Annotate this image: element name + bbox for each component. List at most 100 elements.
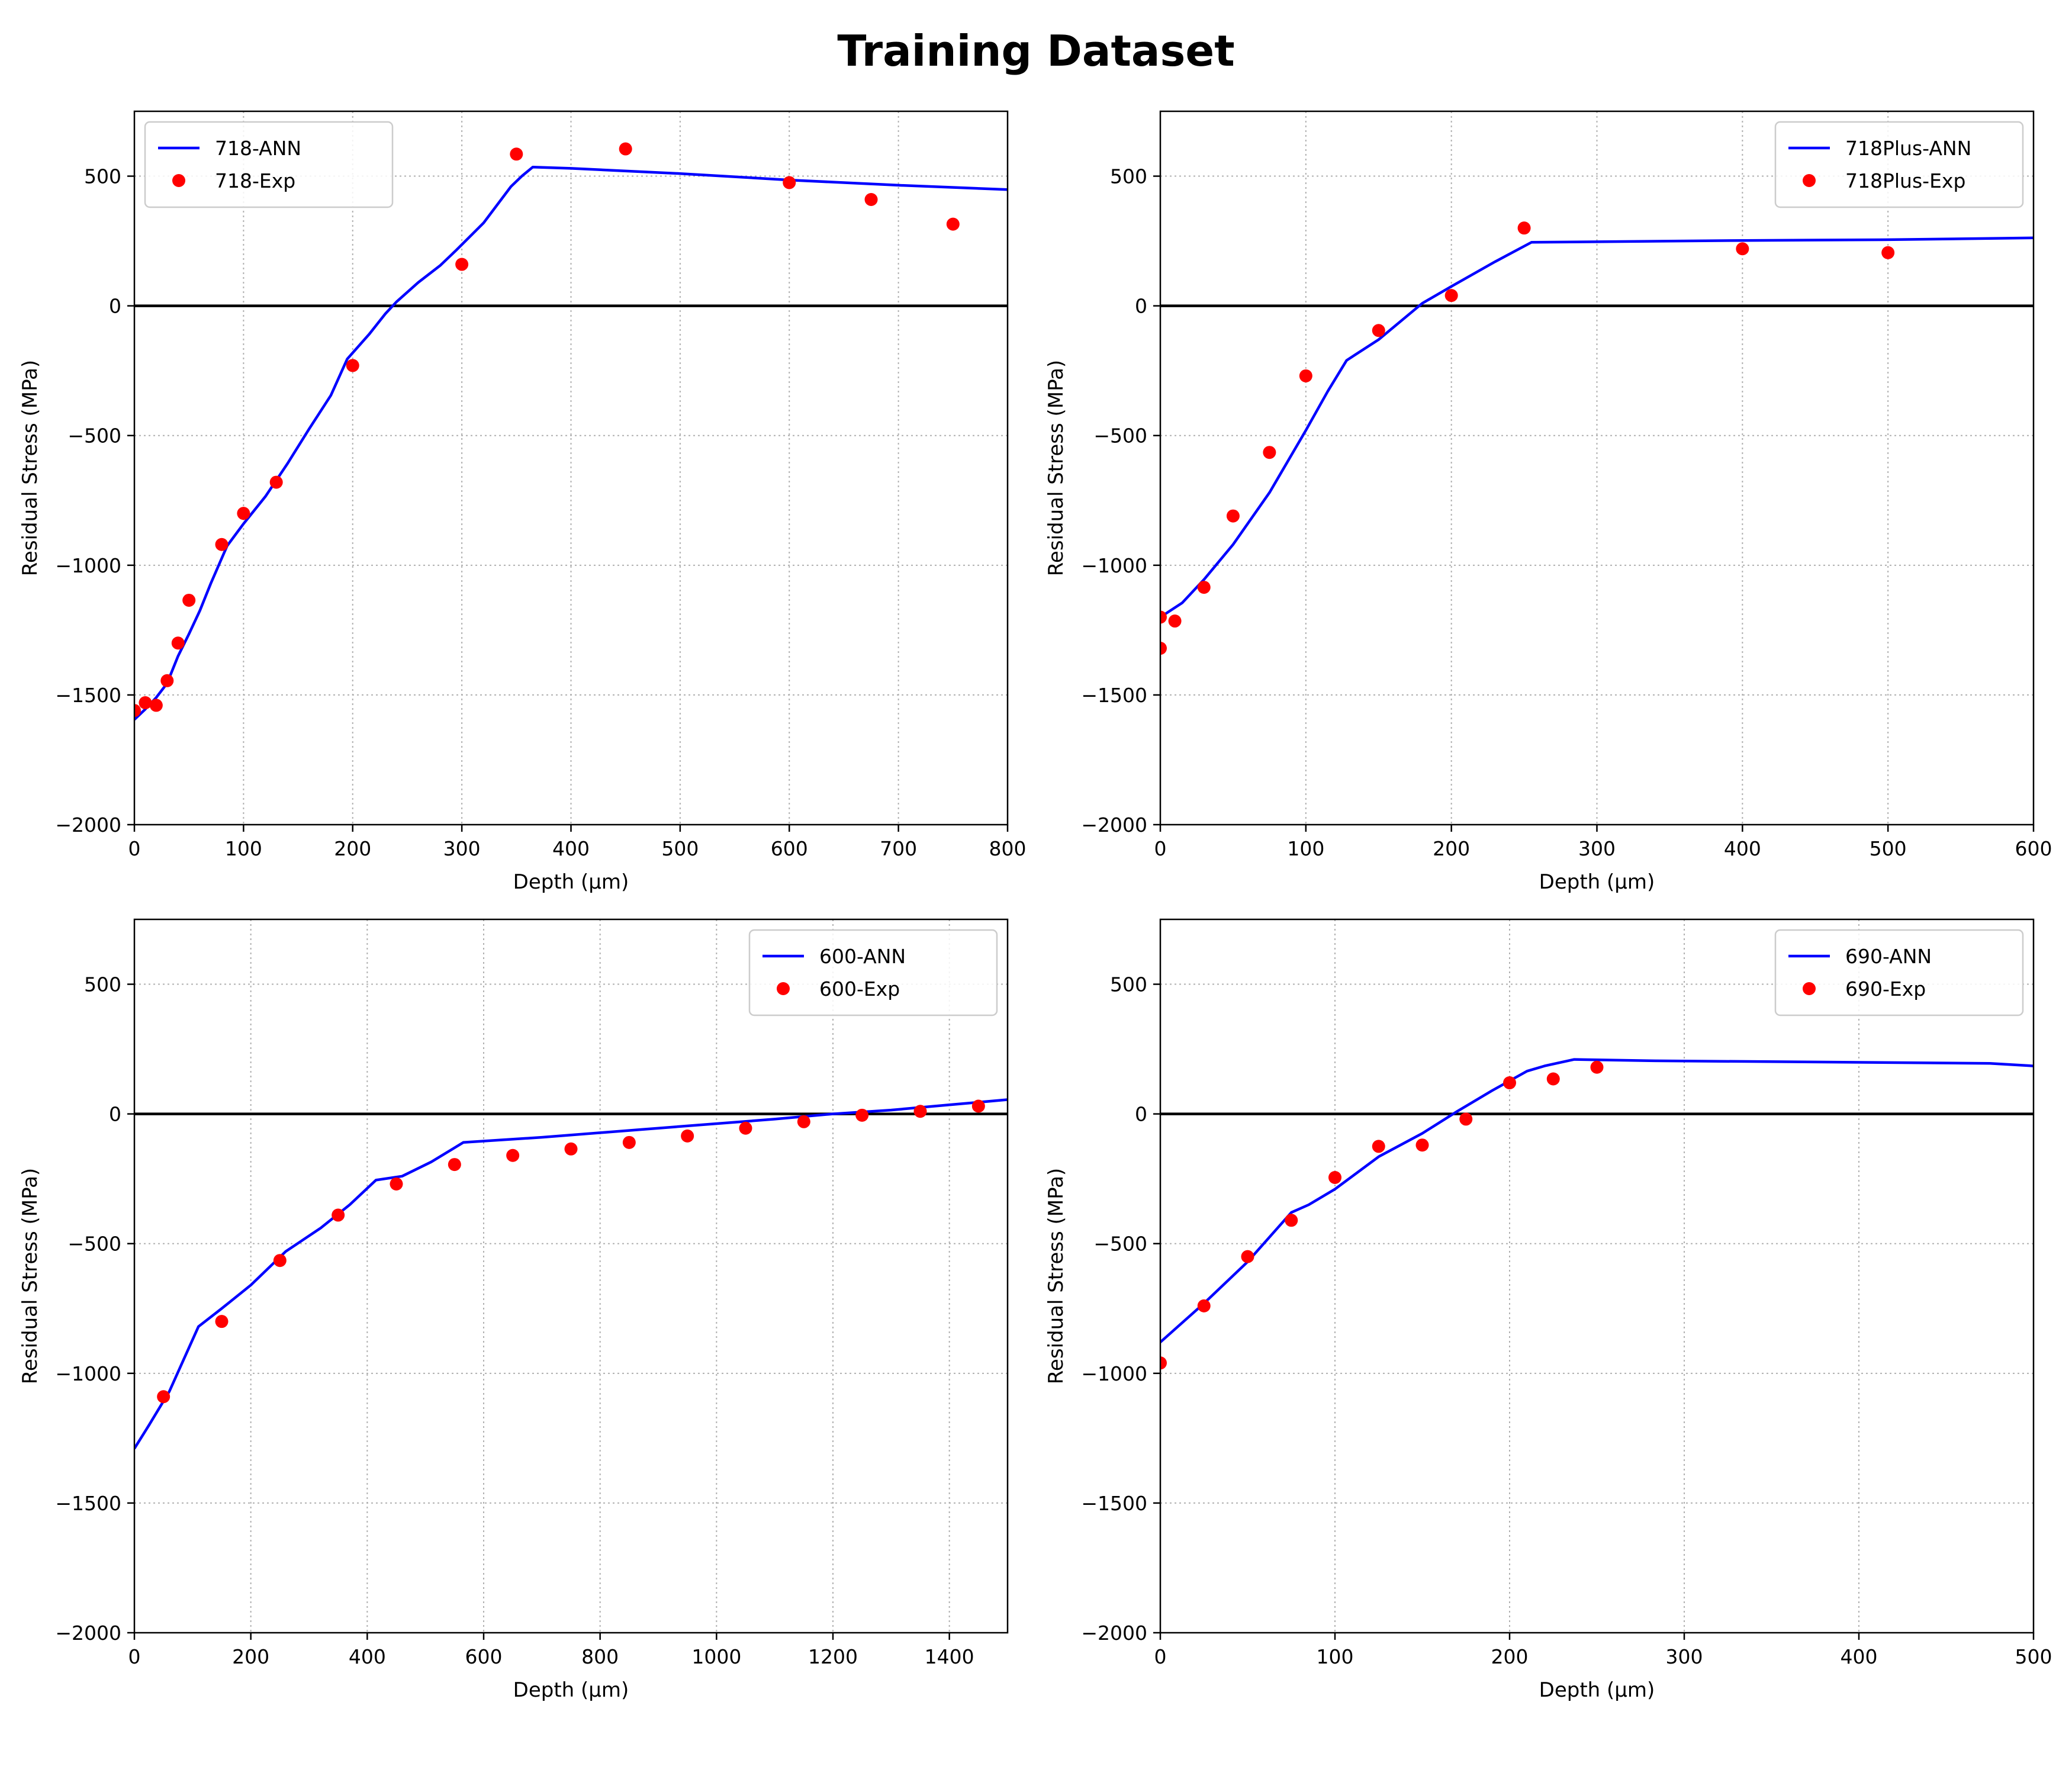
x-tick-label: 0 <box>128 837 141 860</box>
x-tick-label: 500 <box>1870 837 1907 860</box>
data-point-718Plus-Exp <box>1226 509 1240 523</box>
x-tick-label: 0 <box>1154 837 1167 860</box>
legend-box <box>144 121 394 208</box>
y-tick-label: −500 <box>1093 424 1147 448</box>
x-tick-label: 100 <box>225 837 262 860</box>
data-point-600-Exp <box>390 1177 403 1191</box>
data-point-718-Exp <box>171 636 185 650</box>
legend-marker-swatch <box>777 982 790 995</box>
x-tick-label: 500 <box>2015 1645 2052 1668</box>
x-tick-label: 300 <box>1578 837 1616 860</box>
data-point-600-Exp <box>273 1254 287 1267</box>
axes-frame <box>133 918 1009 1634</box>
legend-label: 718-ANN <box>215 137 301 160</box>
x-tick-label: 300 <box>443 837 481 860</box>
y-tick-label: −1000 <box>1081 554 1147 577</box>
data-point-600-Exp <box>157 1390 170 1404</box>
legend-label: 690-ANN <box>1845 945 1932 968</box>
y-tick-label: 0 <box>1135 1103 1147 1126</box>
legend-label: 718Plus-Exp <box>1845 169 1965 192</box>
legend-label: 600-Exp <box>819 977 900 1000</box>
x-tick-label: 0 <box>128 1645 141 1668</box>
data-point-600-Exp <box>622 1135 636 1149</box>
x-tick-label: 0 <box>1154 1645 1167 1668</box>
data-point-600-Exp <box>332 1208 345 1222</box>
data-point-718-Exp <box>139 696 152 710</box>
y-tick-label: −1500 <box>1081 684 1147 707</box>
x-tick-label: 200 <box>1433 837 1470 860</box>
data-point-718-Exp <box>269 475 283 489</box>
data-point-718Plus-Exp <box>1299 369 1312 382</box>
y-tick-label: 500 <box>84 973 121 996</box>
data-point-718-Exp <box>215 538 229 551</box>
data-point-718Plus-Exp <box>1444 289 1458 303</box>
y-tick-label: −2000 <box>1081 813 1147 836</box>
y-tick-label: −1000 <box>55 554 121 577</box>
y-tick-label: −2000 <box>1081 1621 1147 1645</box>
axes-frame <box>1159 918 2035 1634</box>
x-tick-label: 1200 <box>808 1645 858 1668</box>
x-axis-label: Depth (μm) <box>1539 1678 1655 1702</box>
x-axis-label: Depth (μm) <box>513 1678 629 1702</box>
data-point-600-Exp <box>797 1115 810 1128</box>
data-point-718Plus-Exp <box>1160 642 1167 655</box>
data-point-718-Exp <box>619 142 632 156</box>
x-axis-label: Depth (μm) <box>513 870 629 894</box>
data-point-690-Exp <box>1415 1138 1429 1152</box>
data-point-718-Exp <box>455 258 469 271</box>
y-tick-label: −1000 <box>55 1362 121 1385</box>
data-point-718Plus-Exp <box>1881 246 1895 259</box>
y-tick-label: −1000 <box>1081 1362 1147 1385</box>
x-tick-label: 800 <box>581 1645 619 1668</box>
x-tick-label: 700 <box>880 837 917 860</box>
data-point-718-Exp <box>783 176 796 189</box>
y-tick-label: 0 <box>1135 295 1147 318</box>
y-tick-label: −500 <box>1093 1233 1147 1256</box>
data-point-690-Exp <box>1160 1356 1167 1370</box>
data-point-718Plus-Exp <box>1197 581 1211 594</box>
data-layer <box>134 1098 1008 1450</box>
x-tick-label: 1000 <box>691 1645 741 1668</box>
y-axis-label: Residual Stress (MPa) <box>1044 1168 1068 1384</box>
data-point-600-Exp <box>739 1121 752 1135</box>
legend: 718Plus-ANN 718Plus-Exp <box>1774 121 2024 208</box>
data-point-718-Exp <box>946 217 960 231</box>
data-point-690-Exp <box>1546 1072 1560 1086</box>
data-point-600-Exp <box>855 1108 869 1122</box>
data-point-600-Exp <box>215 1315 229 1328</box>
data-layer <box>1160 221 2034 655</box>
data-point-718-Exp <box>134 704 141 718</box>
x-tick-label: 600 <box>465 1645 503 1668</box>
data-point-690-Exp <box>1328 1170 1341 1184</box>
data-point-718Plus-Exp <box>1168 614 1182 628</box>
y-tick-label: −2000 <box>55 1621 121 1645</box>
legend-marker-swatch <box>1803 174 1816 187</box>
data-point-718-Exp <box>864 192 878 206</box>
subplot-1: 0 100 200 300 400 500 600 700 800 −2000 −1500 −1000… <box>18 110 1027 894</box>
legend-label: 718Plus-ANN <box>1845 137 1971 160</box>
x-tick-label: 600 <box>771 837 808 860</box>
subplot-3: 0 200 400 600 800 1000 1200 1400 −2000 −1500 −1000… <box>18 918 1009 1702</box>
data-point-718-Exp <box>510 147 523 161</box>
legend-box <box>748 929 998 1016</box>
data-point-600-Exp <box>448 1158 461 1172</box>
x-tick-label: 100 <box>1287 837 1324 860</box>
data-point-600-Exp <box>506 1148 520 1162</box>
legend-box <box>1774 121 2024 208</box>
legend-label: 600-ANN <box>819 945 906 968</box>
data-point-718-Exp <box>182 593 196 607</box>
data-point-718Plus-Exp <box>1736 242 1749 256</box>
x-tick-label: 400 <box>1724 837 1761 860</box>
legend: 690-ANN 690-Exp <box>1774 929 2024 1016</box>
x-tick-label: 100 <box>1317 1645 1354 1668</box>
y-tick-label: −500 <box>67 424 121 448</box>
x-tick-label: 200 <box>1491 1645 1529 1668</box>
x-tick-label: 200 <box>232 1645 269 1668</box>
x-tick-label: 1400 <box>925 1645 974 1668</box>
y-tick-label: 0 <box>109 1103 121 1126</box>
y-axis-label: Residual Stress (MPa) <box>1044 360 1068 576</box>
data-point-718-Exp <box>160 674 174 687</box>
x-tick-label: 800 <box>989 837 1027 860</box>
y-tick-label: 500 <box>84 165 121 188</box>
series-line-718Plus-ANN <box>1160 236 2034 619</box>
